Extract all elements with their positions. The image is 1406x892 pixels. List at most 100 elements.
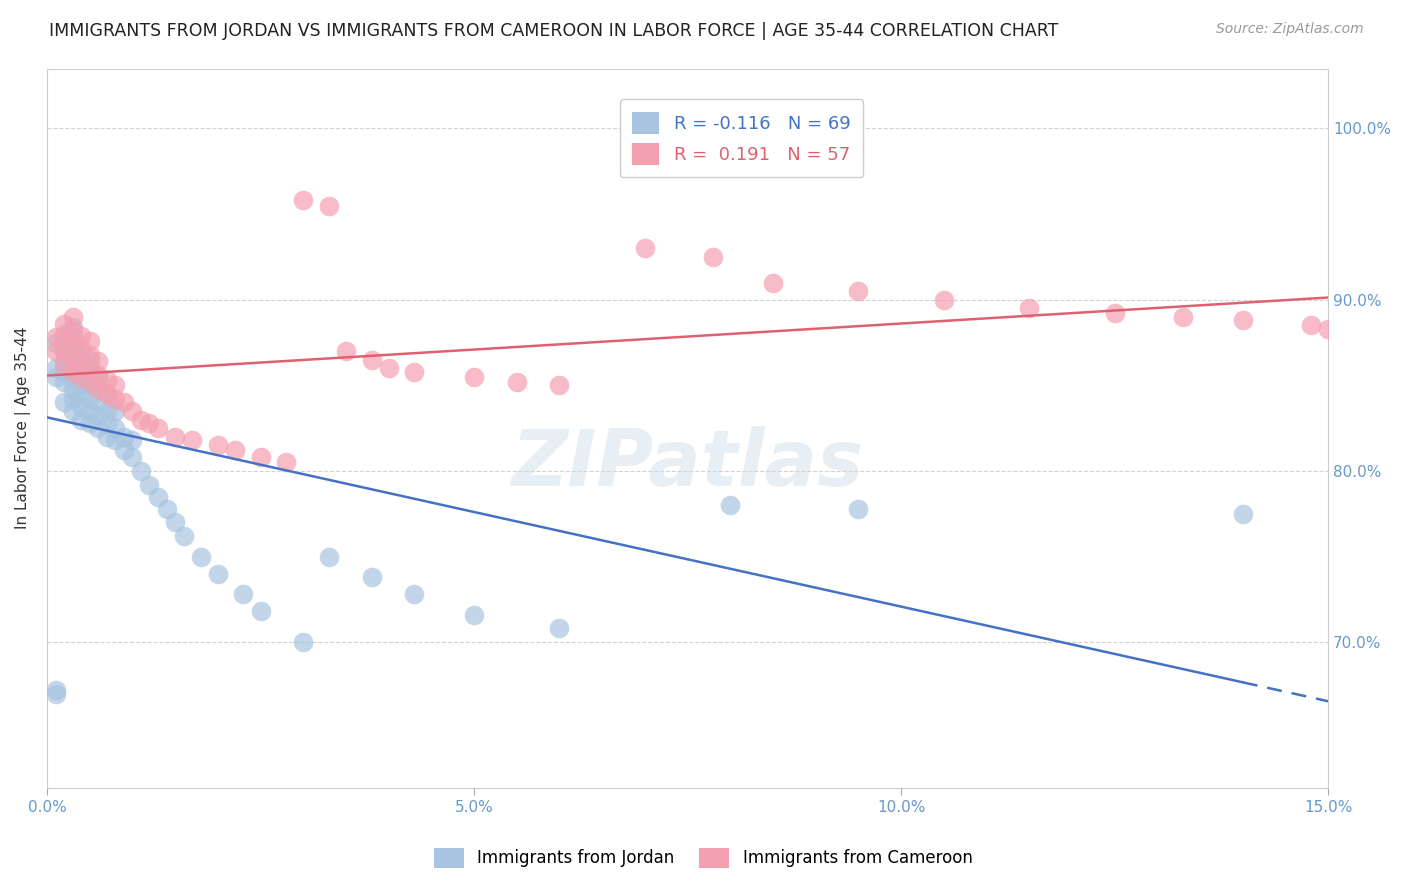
Point xyxy=(79,352,101,367)
Point xyxy=(70,369,93,384)
Point xyxy=(129,412,152,426)
Point xyxy=(53,358,76,372)
Y-axis label: In Labor Force | Age 35-44: In Labor Force | Age 35-44 xyxy=(15,327,31,529)
Point xyxy=(1232,313,1254,327)
Point xyxy=(62,330,84,344)
Point xyxy=(62,337,84,351)
Point xyxy=(79,392,101,406)
Point xyxy=(318,198,340,212)
Point xyxy=(165,430,187,444)
Point xyxy=(53,330,76,344)
Point xyxy=(121,433,143,447)
Point xyxy=(87,369,110,384)
Point xyxy=(53,354,76,368)
Point xyxy=(53,365,76,379)
Point xyxy=(112,395,135,409)
Point xyxy=(360,570,382,584)
Point xyxy=(96,430,118,444)
Point xyxy=(318,549,340,564)
Point xyxy=(129,464,152,478)
Point xyxy=(104,421,127,435)
Point xyxy=(87,382,110,396)
Point xyxy=(634,241,657,255)
Point xyxy=(62,320,84,334)
Point xyxy=(70,347,93,361)
Point xyxy=(207,566,229,581)
Point xyxy=(932,293,955,307)
Point xyxy=(62,310,84,324)
Point xyxy=(79,347,101,361)
Point xyxy=(44,369,66,384)
Point xyxy=(79,375,101,389)
Point xyxy=(146,421,169,435)
Point xyxy=(463,607,485,622)
Point xyxy=(70,343,93,357)
Point xyxy=(232,587,254,601)
Point xyxy=(62,392,84,406)
Point xyxy=(404,587,426,601)
Point xyxy=(848,501,870,516)
Point xyxy=(360,352,382,367)
Point xyxy=(224,443,246,458)
Point xyxy=(1104,306,1126,320)
Point xyxy=(79,416,101,430)
Point xyxy=(53,334,76,348)
Text: Source: ZipAtlas.com: Source: ZipAtlas.com xyxy=(1216,22,1364,37)
Point xyxy=(53,395,76,409)
Point xyxy=(53,375,76,389)
Point xyxy=(79,365,101,379)
Point xyxy=(44,683,66,698)
Point xyxy=(1317,322,1340,336)
Point xyxy=(762,276,785,290)
Point xyxy=(87,382,110,396)
Point xyxy=(70,387,93,401)
Point xyxy=(1171,310,1194,324)
Point xyxy=(104,392,127,406)
Point xyxy=(249,450,271,465)
Point xyxy=(104,378,127,392)
Point xyxy=(79,404,101,418)
Legend: R = -0.116   N = 69, R =  0.191   N = 57: R = -0.116 N = 69, R = 0.191 N = 57 xyxy=(620,99,863,178)
Point xyxy=(53,344,76,359)
Point xyxy=(62,341,84,355)
Point xyxy=(44,361,66,376)
Point xyxy=(404,365,426,379)
Point xyxy=(70,356,93,370)
Point xyxy=(70,358,93,372)
Point xyxy=(1018,301,1040,316)
Point xyxy=(62,365,84,379)
Point xyxy=(173,529,195,543)
Text: IMMIGRANTS FROM JORDAN VS IMMIGRANTS FROM CAMEROON IN LABOR FORCE | AGE 35-44 CO: IMMIGRANTS FROM JORDAN VS IMMIGRANTS FRO… xyxy=(49,22,1059,40)
Point xyxy=(79,361,101,376)
Point xyxy=(53,326,76,341)
Point xyxy=(104,404,127,418)
Point xyxy=(44,330,66,344)
Point xyxy=(44,687,66,701)
Text: ZIPatlas: ZIPatlas xyxy=(512,426,863,502)
Point xyxy=(121,450,143,465)
Point xyxy=(87,368,110,382)
Point xyxy=(87,421,110,435)
Point xyxy=(44,344,66,359)
Point xyxy=(96,404,118,418)
Point xyxy=(138,477,160,491)
Point xyxy=(87,395,110,409)
Point xyxy=(506,375,529,389)
Point xyxy=(292,194,315,208)
Point xyxy=(62,351,84,365)
Point xyxy=(190,549,212,564)
Point xyxy=(377,361,399,376)
Point xyxy=(96,373,118,387)
Point xyxy=(1232,507,1254,521)
Point xyxy=(70,328,93,343)
Point xyxy=(70,368,93,382)
Point xyxy=(548,378,571,392)
Point xyxy=(207,438,229,452)
Point xyxy=(121,404,143,418)
Point xyxy=(155,501,177,516)
Point xyxy=(104,433,127,447)
Point xyxy=(548,622,571,636)
Point xyxy=(79,334,101,348)
Point xyxy=(87,354,110,368)
Point xyxy=(53,317,76,331)
